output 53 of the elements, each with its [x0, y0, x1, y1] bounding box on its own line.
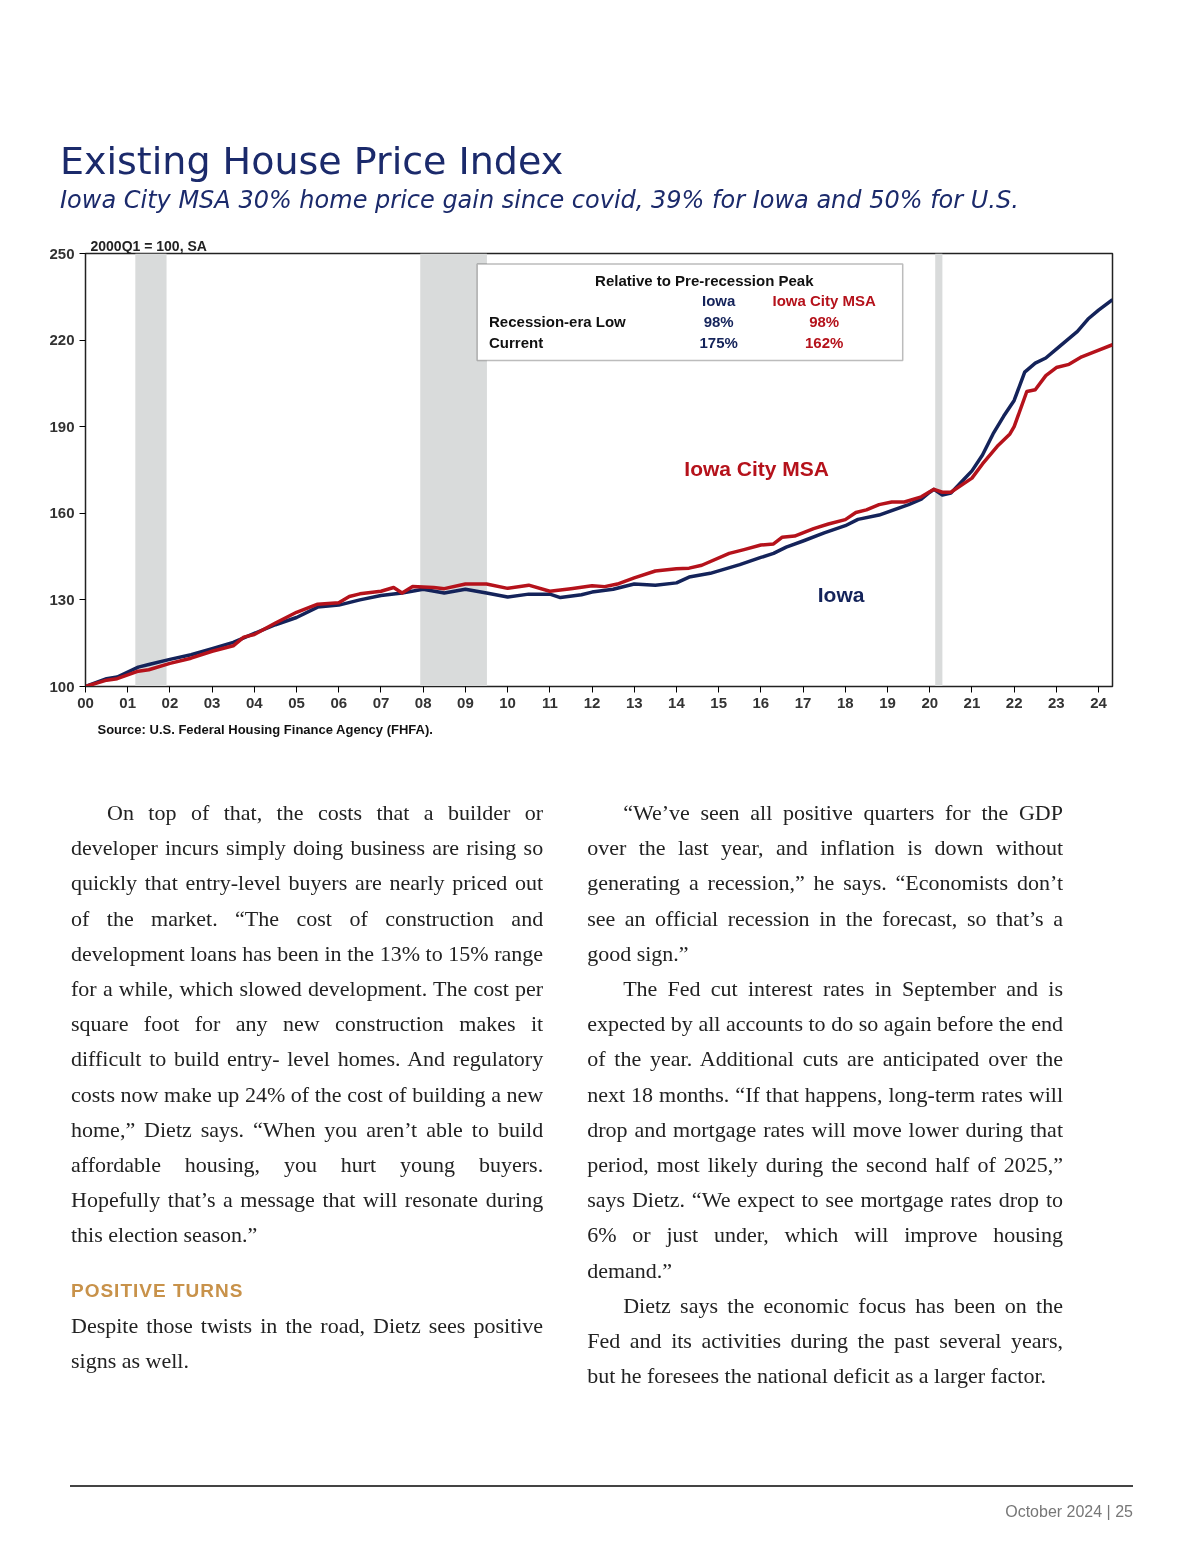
x-tick-label: 08 — [414, 693, 432, 711]
text: “We’ve seen all positive quarters for the GDP over the last year, and inflation is down without generating a recession,” he says. “Economists don’t see an official recession in the forecast, so that’s a good sign.” — [587, 799, 1063, 968]
text: 2000Q1 = 100, SA — [90, 237, 207, 254]
x-tick-label: 03 — [203, 693, 221, 711]
x-tick-label: 13 — [625, 693, 643, 711]
x-tick-label: 17 — [794, 693, 812, 711]
annotation: 175% — [699, 333, 738, 351]
x-tick-label: 04 — [246, 693, 264, 711]
chart-title: Existing House Price Index — [60, 138, 565, 184]
x-tick-label: 16 — [752, 693, 770, 711]
x-tick-label: 02 — [161, 693, 179, 711]
annotation: Recession-era Low — [489, 313, 627, 331]
x-tick-label: 10 — [499, 693, 516, 711]
x-tick-label: 11 — [541, 693, 558, 711]
x-tick-label: 06 — [330, 693, 348, 711]
y-tick-label: 160 — [49, 504, 75, 522]
text: POSITIVE TURNS — [71, 1278, 245, 1303]
annotation: 98% — [809, 313, 840, 331]
y-tick-label: 130 — [49, 590, 75, 608]
x-tick-label: 22 — [1005, 693, 1023, 711]
y-tick-label: 220 — [49, 331, 75, 349]
x-tick-label: 20 — [921, 693, 939, 711]
text: Despite those twists in the road, Dietz sees positive signs as well. — [71, 1311, 544, 1375]
x-tick-label: 00 — [77, 693, 94, 711]
x-tick-label: 23 — [1048, 693, 1065, 711]
x-tick-label: 18 — [836, 693, 854, 711]
text: October 2024 | 25 — [70, 1485, 1133, 1524]
x-tick-label: 19 — [879, 693, 896, 711]
x-tick-label: 21 — [963, 693, 981, 711]
annotation: Iowa City MSA — [772, 292, 877, 310]
x-tick-label: 01 — [119, 693, 137, 711]
x-tick-label: 12 — [583, 693, 601, 711]
series-label: Iowa City MSA — [684, 457, 830, 481]
text: Dietz says the economic focus has been on the Fed and its activities during the past several years, but he foresees the national deficit as a larger factor. — [587, 1291, 1063, 1391]
text: The Fed cut interest rates in September and is expected by all accounts to do so again before the end of the year. Additional cuts are anticipated over the next 18 months. “If that happens, long-term rates will drop and mortgage rates will move lower during that period, most likely during the second half of 2025,” says Dietz. “We expect to see mortgage rates drop to 6% or just under, which will improve housing demand.” — [587, 976, 1063, 1283]
annotation: Current — [489, 333, 544, 351]
x-tick-label: 09 — [457, 693, 474, 711]
annotation: 162% — [805, 333, 844, 351]
text: Iowa — [817, 582, 865, 606]
x-tick-label: 07 — [372, 693, 390, 711]
annotation: Relative to Pre-recession Peak — [595, 271, 815, 289]
annotation: 98% — [703, 313, 734, 331]
y-tick-label: 100 — [49, 677, 75, 695]
text: On top of that, the costs that a builder or developer incurs simply doing business are rising so quickly that entry-level buyers are nearly priced out of the market. “The cost of construction and development loans has been in the 13% to 15% range for a while, which slowed development. The cost per square foot for any new construction makes it difficult to build entry- level homes. And regulatory costs now make up 24% of the cost of building a new home,” Dietz says. “When you aren’t able to build affordable housing, you hurt young buyers. Hopefully that’s a message that will resonate during this election season.” — [71, 800, 544, 1248]
x-tick-label: 15 — [710, 693, 728, 711]
source-note: Source: U.S. Federal Housing Finance Agency (FHFA). — [97, 721, 433, 737]
x-tick-label: 05 — [288, 693, 305, 711]
y-tick-label: 250 — [49, 244, 75, 262]
y-tick-label: 190 — [49, 417, 75, 435]
x-tick-label: 14 — [668, 693, 686, 711]
x-tick-label: 24 — [1090, 693, 1108, 711]
annotation: Iowa — [702, 292, 736, 310]
chart-subtitle: Iowa City MSA 30% home price gain since covid, 39% for Iowa and 50% for U.S. — [60, 185, 1019, 216]
